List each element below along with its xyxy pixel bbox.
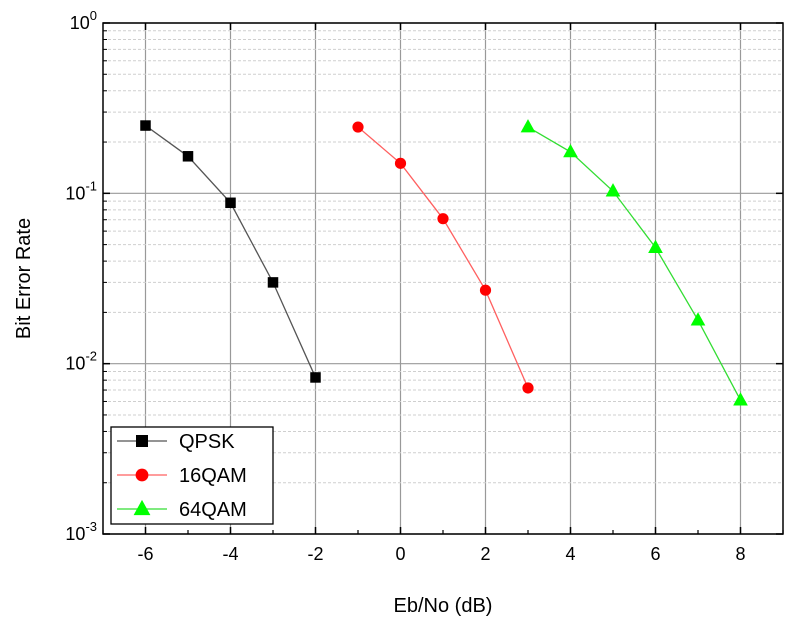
data-point [437, 213, 449, 225]
y-tick-label: 10-1 [65, 178, 97, 203]
legend-item-16qam: 16QAM [117, 465, 247, 487]
data-point [690, 312, 706, 326]
x-tick-label: 6 [650, 544, 660, 564]
data-point [310, 372, 321, 383]
y-tick-label: 10-3 [65, 519, 97, 544]
series-line [527, 126, 742, 401]
legend-item-64qam: 64QAM [117, 499, 247, 521]
data-point [140, 120, 151, 131]
grid [103, 22, 783, 535]
y-tick-label: 10-2 [65, 349, 97, 374]
x-tick-label: -6 [137, 544, 153, 564]
x-tick-label: -2 [307, 544, 323, 564]
legend-marker [136, 435, 148, 447]
axis-ticks: -6 -4 -2 0 2 4 6 8 10-3 10-2 10-1 100 [65, 8, 784, 564]
data-point [225, 197, 236, 209]
data-point [522, 382, 534, 394]
data-point [352, 121, 364, 133]
data-point [267, 277, 279, 288]
legend-label: 16QAM [179, 465, 247, 487]
data-point [394, 157, 407, 169]
data-point [182, 151, 194, 162]
x-tick-label: 8 [735, 544, 745, 564]
legend: QPSK 16QAM 64QAM [110, 426, 274, 525]
series-16qam [352, 121, 534, 394]
x-tick-label: -4 [222, 544, 238, 564]
series-64qam [520, 119, 748, 406]
x-tick-label: 0 [395, 544, 405, 564]
x-axis-title: Eb/No (dB) [394, 595, 493, 617]
series-qpsk [140, 120, 321, 383]
y-axis-title: Bit Error Rate [13, 218, 35, 339]
x-tick-label: 4 [565, 544, 575, 564]
data-point [563, 143, 578, 158]
legend-label: QPSK [179, 431, 235, 453]
legend-marker [133, 499, 151, 516]
series-layer [140, 119, 748, 406]
data-point [520, 119, 536, 133]
data-point [479, 284, 492, 296]
legend-marker [135, 468, 149, 482]
legend-item-qpsk: QPSK [117, 431, 235, 453]
y-tick-label: 100 [70, 8, 97, 33]
data-point [605, 183, 621, 197]
data-point [733, 392, 748, 406]
data-point [648, 239, 663, 253]
legend-label: 64QAM [179, 499, 247, 521]
x-tick-label: 2 [480, 544, 490, 564]
